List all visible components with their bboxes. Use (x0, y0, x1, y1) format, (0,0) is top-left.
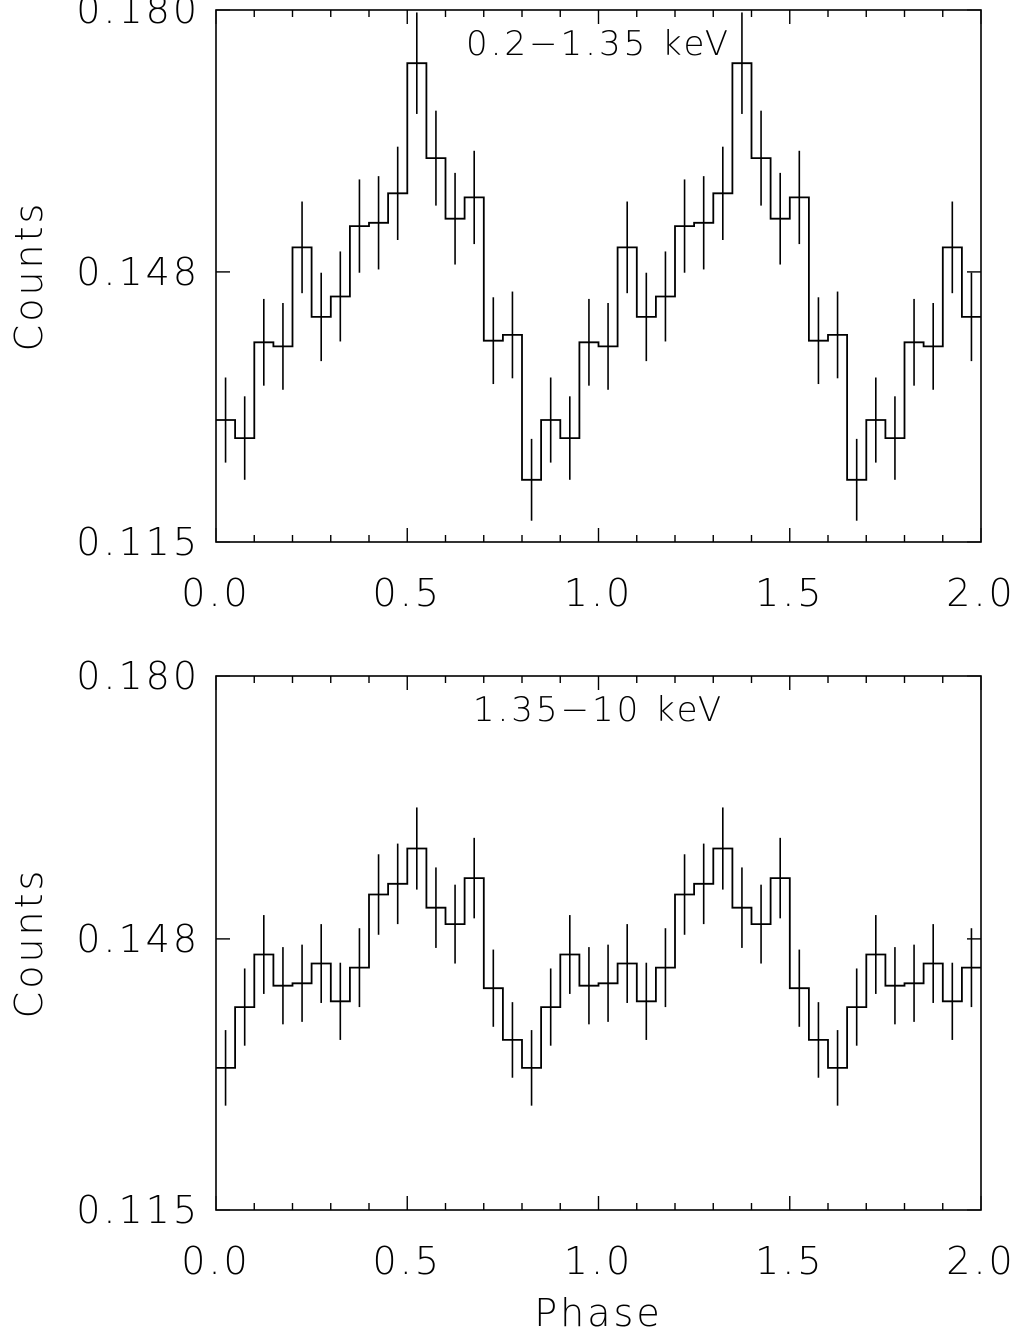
x-axis-label: Phase (534, 1291, 662, 1334)
y-tick-label: 0.115 (76, 1188, 200, 1232)
x-tick-label: 0.5 (373, 1239, 442, 1283)
x-tick-label: 1.5 (755, 571, 824, 615)
y-tick-label: 0.180 (76, 0, 200, 32)
x-tick-label: 0.0 (181, 1239, 250, 1283)
plot-frame (215, 675, 982, 1211)
energy-band-label: 0.2−1.35 keV (466, 24, 731, 64)
x-tick-label: 1.5 (755, 1239, 824, 1283)
energy-band-label: 1.35−10 keV (473, 690, 724, 730)
panel-hard-band: 0.0 0.5 1.0 1.5 2.0 0.180 0.148 0.115 Counts Phas… (7, 654, 1015, 1334)
y-axis-label: Counts (7, 201, 51, 352)
y-axis-label: Counts (7, 868, 51, 1019)
x-tick-label: 2.0 (946, 571, 1015, 615)
x-tick-label: 1.0 (564, 571, 633, 615)
x-tick-label: 2.0 (946, 1239, 1015, 1283)
y-tick-label: 0.115 (76, 520, 200, 564)
count-rate-histogram (216, 847, 981, 1069)
x-tick-label: 0.5 (373, 571, 442, 615)
x-tick-label: 0.0 (181, 571, 250, 615)
y-tick-label: 0.148 (76, 917, 200, 961)
count-rate-histogram (216, 62, 981, 481)
x-tick-label: 1.0 (564, 1239, 633, 1283)
y-tick-label: 0.148 (76, 250, 200, 294)
y-tick-label: 0.180 (76, 654, 200, 698)
panel-soft-band: 0.0 0.5 1.0 1.5 2.0 0.180 0.148 0.115 Counts 0.2−… (7, 0, 1015, 615)
